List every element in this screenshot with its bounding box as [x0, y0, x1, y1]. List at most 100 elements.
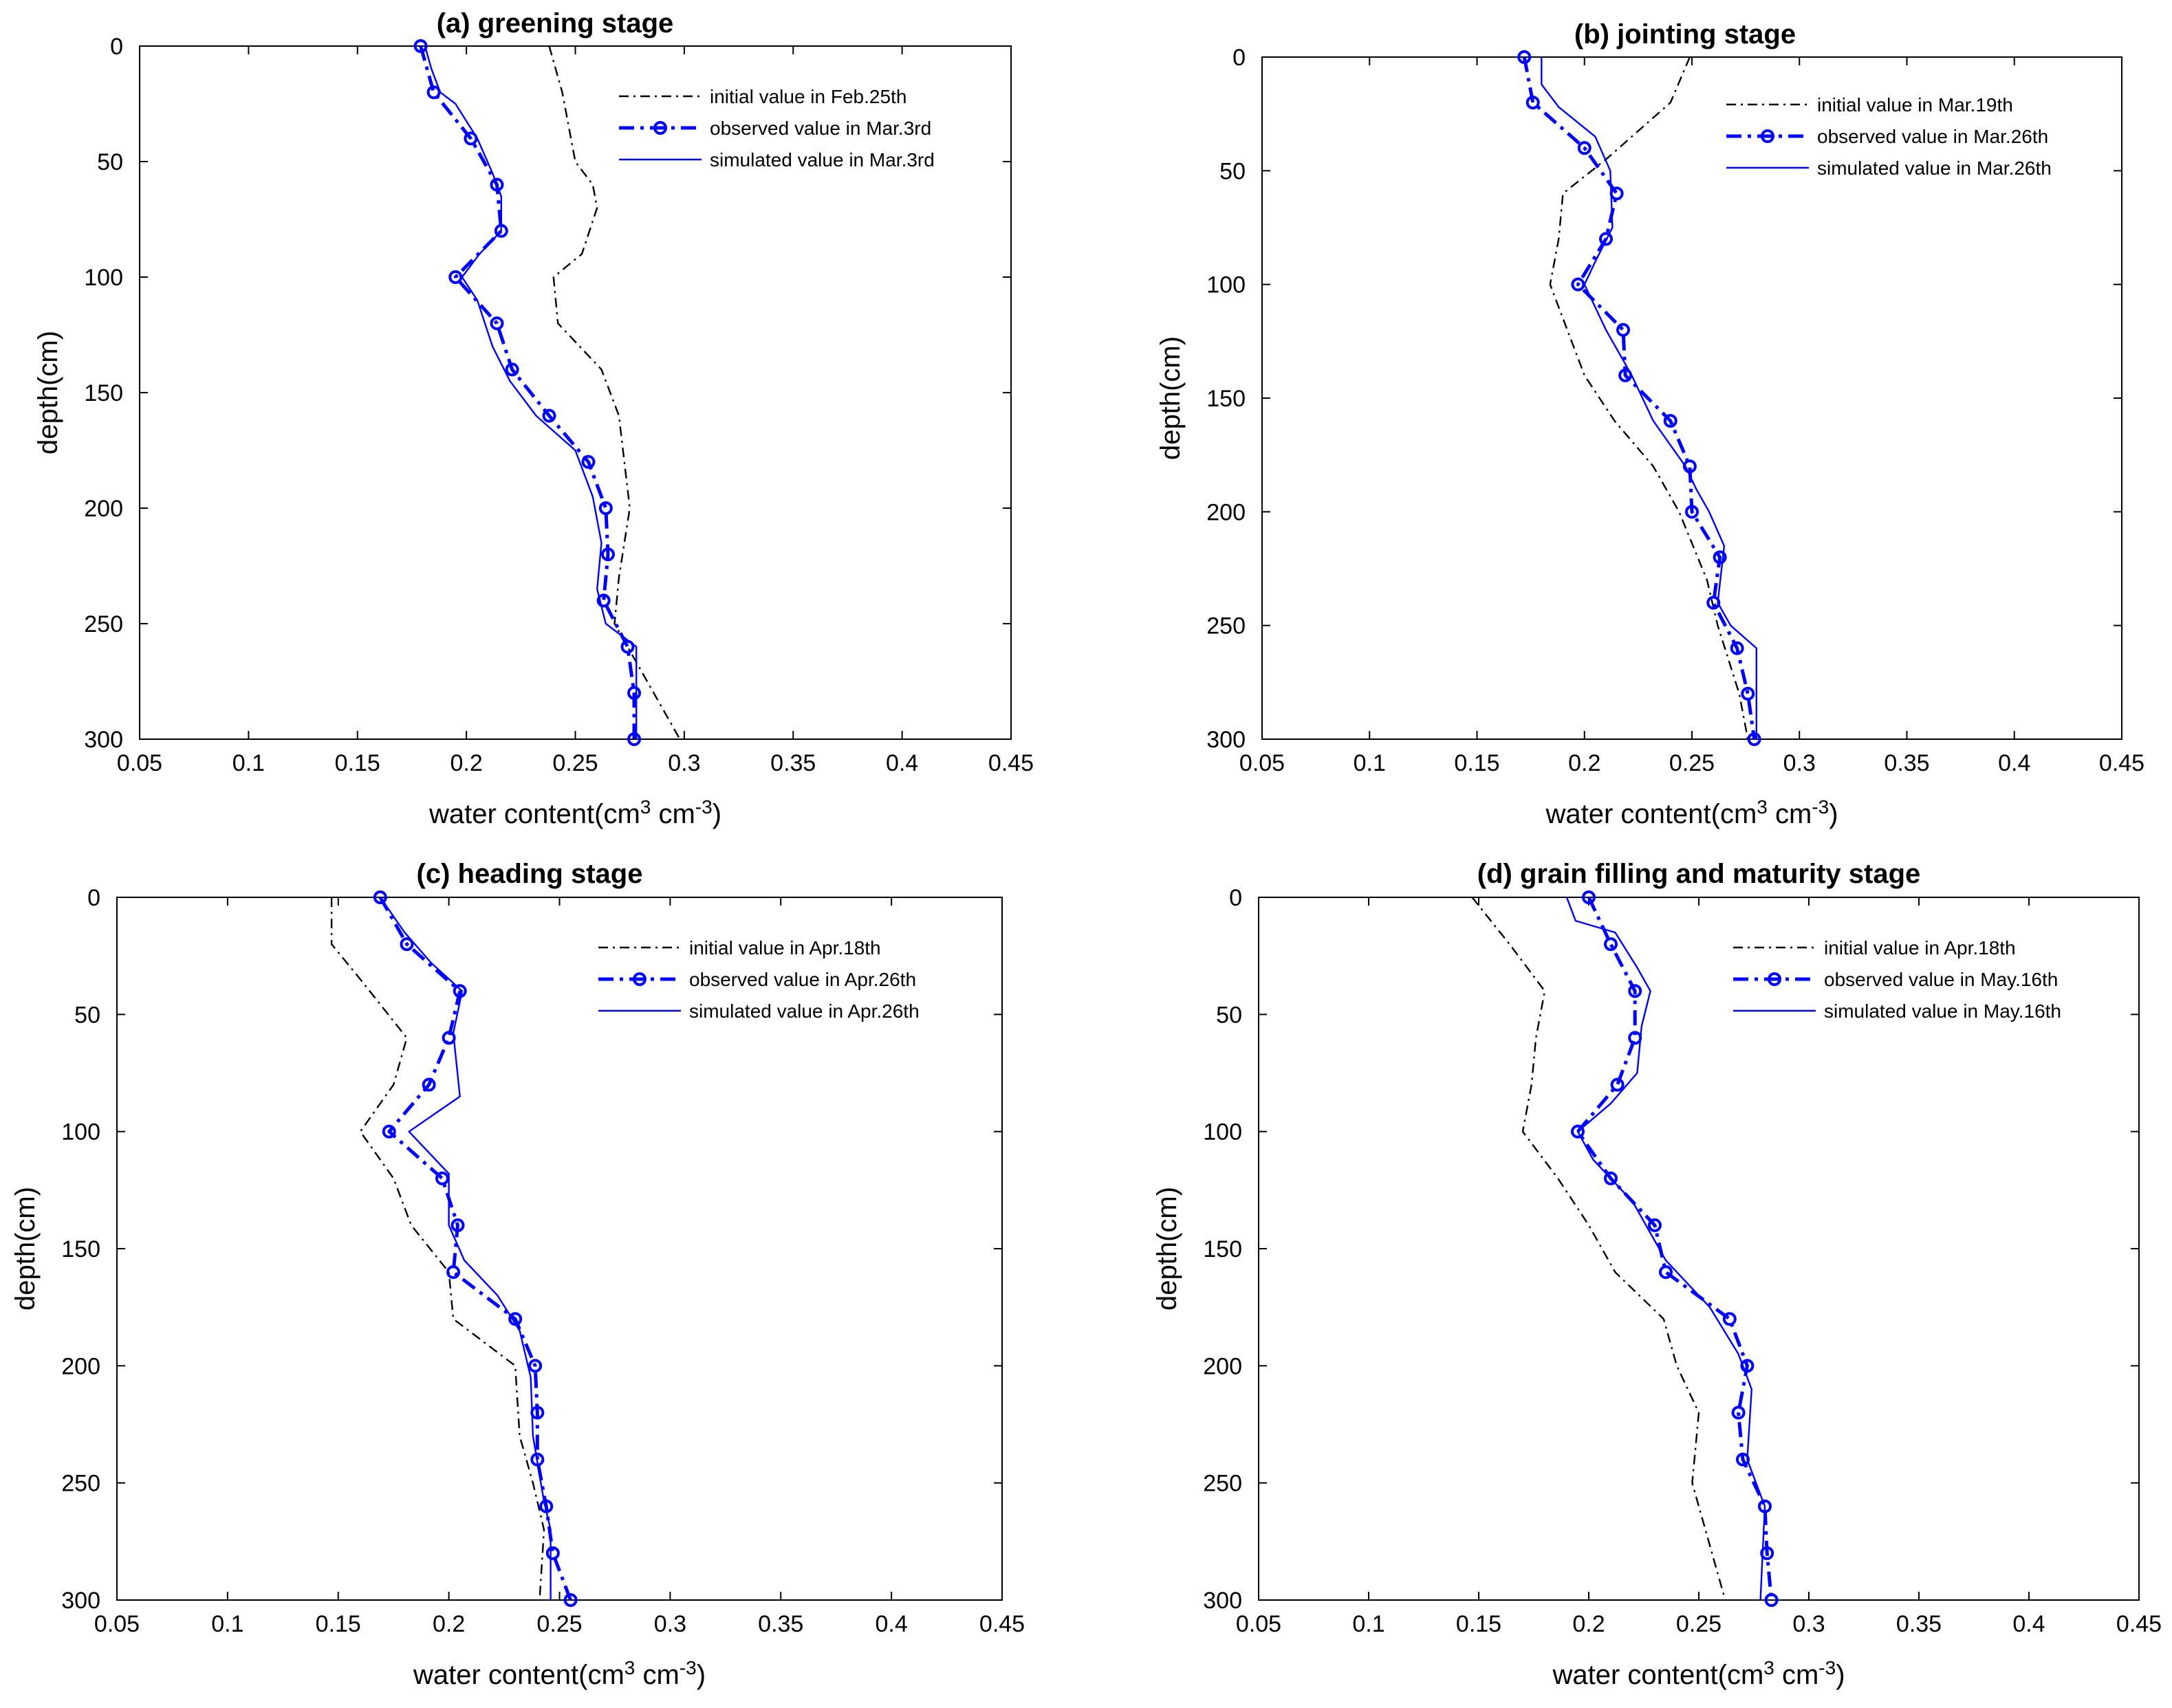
- x-axis-title-part: -3: [695, 796, 713, 818]
- y-tick-label: 300: [84, 727, 123, 753]
- data-point-marker: [528, 1359, 543, 1373]
- legend-marker: [1761, 129, 1774, 143]
- x-tick-label: 0.45: [2116, 1611, 2162, 1637]
- y-tick-label: 150: [61, 1236, 100, 1262]
- y-tick-label: 300: [1206, 727, 1246, 753]
- data-point-marker: [448, 270, 463, 284]
- data-point-marker: [1722, 1312, 1737, 1326]
- data-point-marker: [1618, 368, 1633, 382]
- legend-label-0: initial value in Apr.18th: [1824, 937, 2016, 959]
- y-tick-label: 0: [87, 885, 100, 911]
- x-axis-title-part: water content(cm: [413, 1660, 625, 1690]
- data-point-marker: [450, 1218, 465, 1232]
- x-tick-label: 0.4: [886, 750, 918, 776]
- series-line-1: [1576, 896, 1774, 1601]
- y-tick-label: 300: [1203, 1588, 1242, 1614]
- x-axis-title-part: water content(cm: [428, 799, 640, 829]
- data-point-marker: [453, 984, 467, 998]
- series-line-2: [1565, 897, 1766, 1601]
- data-point-marker: [1741, 686, 1755, 701]
- data-point-marker: [1659, 1265, 1673, 1280]
- y-tick-label: 200: [61, 1353, 100, 1379]
- x-tick-label: 0.3: [668, 750, 700, 776]
- y-tick-label: 0: [110, 34, 123, 60]
- data-point-marker: [1517, 50, 1532, 64]
- x-axis-title-part: 3: [625, 1657, 636, 1678]
- data-point-marker: [601, 547, 616, 562]
- legend-label-2: simulated value in Apr.26th: [689, 1000, 920, 1022]
- data-point-marker: [413, 39, 428, 53]
- x-tick-label: 0.3: [1783, 750, 1816, 776]
- x-tick-label: 0.25: [536, 1611, 582, 1637]
- data-point-marker: [1682, 459, 1697, 474]
- x-tick-label: 0.2: [450, 750, 482, 776]
- x-axis-title: water content(cm3 cm-3): [413, 1657, 706, 1690]
- legend-label-1: observed value in Mar.3rd: [710, 118, 931, 139]
- series-line-2: [424, 45, 638, 739]
- data-point-marker: [1736, 1452, 1750, 1467]
- x-axis-title-part: cm: [635, 1660, 679, 1690]
- legend-label-1: observed value in Apr.26th: [689, 969, 916, 990]
- x-axis-title-part: cm: [1774, 1660, 1818, 1690]
- y-tick-label: 150: [1203, 1236, 1242, 1262]
- x-tick-label: 0.35: [1884, 750, 1929, 776]
- data-point-marker: [1685, 505, 1699, 519]
- x-axis-title-part: ): [697, 1660, 706, 1690]
- x-tick-label: 0.1: [211, 1611, 243, 1637]
- data-point-marker: [1582, 890, 1596, 904]
- legend-marker: [653, 121, 667, 135]
- data-point-marker: [1571, 277, 1585, 292]
- data-point-marker: [598, 501, 613, 515]
- data-point-marker: [1713, 550, 1727, 565]
- x-axis-title-part: -3: [1818, 1657, 1836, 1678]
- y-tick-label: 200: [1203, 1353, 1242, 1379]
- data-point-marker: [1610, 1077, 1625, 1092]
- y-tick-label: 50: [74, 1002, 100, 1028]
- series-line-2: [379, 897, 552, 1600]
- x-tick-label: 0.1: [1354, 750, 1386, 776]
- data-point-marker: [1730, 641, 1744, 655]
- x-tick-label: 0.1: [232, 750, 265, 776]
- data-point-marker: [1604, 937, 1618, 952]
- chart-panel-3: 0.05 0.1 0.15 0.2 0.25 0.3 0.35 0.4 0.45 0 50 100 15…: [1152, 859, 2162, 1690]
- legend-label-1: observed value in May.16th: [1824, 969, 2058, 990]
- x-tick-label: 0.2: [433, 1611, 465, 1637]
- x-tick-label: 0.45: [988, 750, 1034, 776]
- data-point-marker: [596, 593, 611, 608]
- x-axis-title: water content(cm3 cm-3): [428, 796, 721, 829]
- legend-marker: [633, 972, 647, 986]
- x-tick-label: 0.4: [1998, 750, 2030, 776]
- data-point-marker: [373, 890, 387, 904]
- chart-title: (d) grain filling and maturity stage: [1477, 859, 1921, 889]
- y-tick-label: 100: [84, 265, 123, 291]
- x-tick-label: 0.45: [979, 1611, 1025, 1637]
- y-tick-label: 200: [1206, 499, 1246, 525]
- x-tick-label: 0.05: [1236, 1611, 1281, 1637]
- data-point-marker: [400, 937, 414, 952]
- series-line-0: [330, 897, 545, 1601]
- legend-label-2: simulated value in Mar.26th: [1817, 157, 2052, 179]
- data-point-marker: [1764, 1593, 1779, 1607]
- legend-label-2: simulated value in Mar.3rd: [710, 149, 935, 171]
- data-point-marker: [545, 1546, 560, 1560]
- series-line-2: [1541, 57, 1758, 739]
- chart-panel-2: 0.05 0.1 0.15 0.2 0.25 0.3 0.35 0.4 0.45 0 50 100 15…: [10, 859, 1025, 1690]
- y-tick-label: 50: [97, 149, 123, 175]
- data-point-marker: [446, 1265, 461, 1280]
- y-axis-title: depth(cm): [1155, 336, 1186, 460]
- x-axis-title-part: ): [713, 799, 721, 829]
- y-tick-label: 150: [1206, 386, 1246, 412]
- data-point-marker: [435, 1171, 449, 1185]
- series-line-0: [1471, 897, 1726, 1601]
- y-tick-label: 250: [84, 611, 123, 637]
- data-point-marker: [542, 408, 556, 423]
- data-point-marker: [1616, 322, 1630, 337]
- chart-panel-0: 0.05 0.1 0.15 0.2 0.25 0.3 0.35 0.4 0.45 0 50 100 15…: [33, 8, 1034, 829]
- y-tick-label: 150: [84, 380, 123, 406]
- data-point-marker: [1525, 96, 1540, 110]
- x-tick-label: 0.05: [94, 1611, 140, 1637]
- x-axis-title-part: 3: [640, 796, 651, 818]
- x-tick-label: 0.4: [875, 1611, 907, 1637]
- x-tick-label: 0.35: [1896, 1611, 1942, 1637]
